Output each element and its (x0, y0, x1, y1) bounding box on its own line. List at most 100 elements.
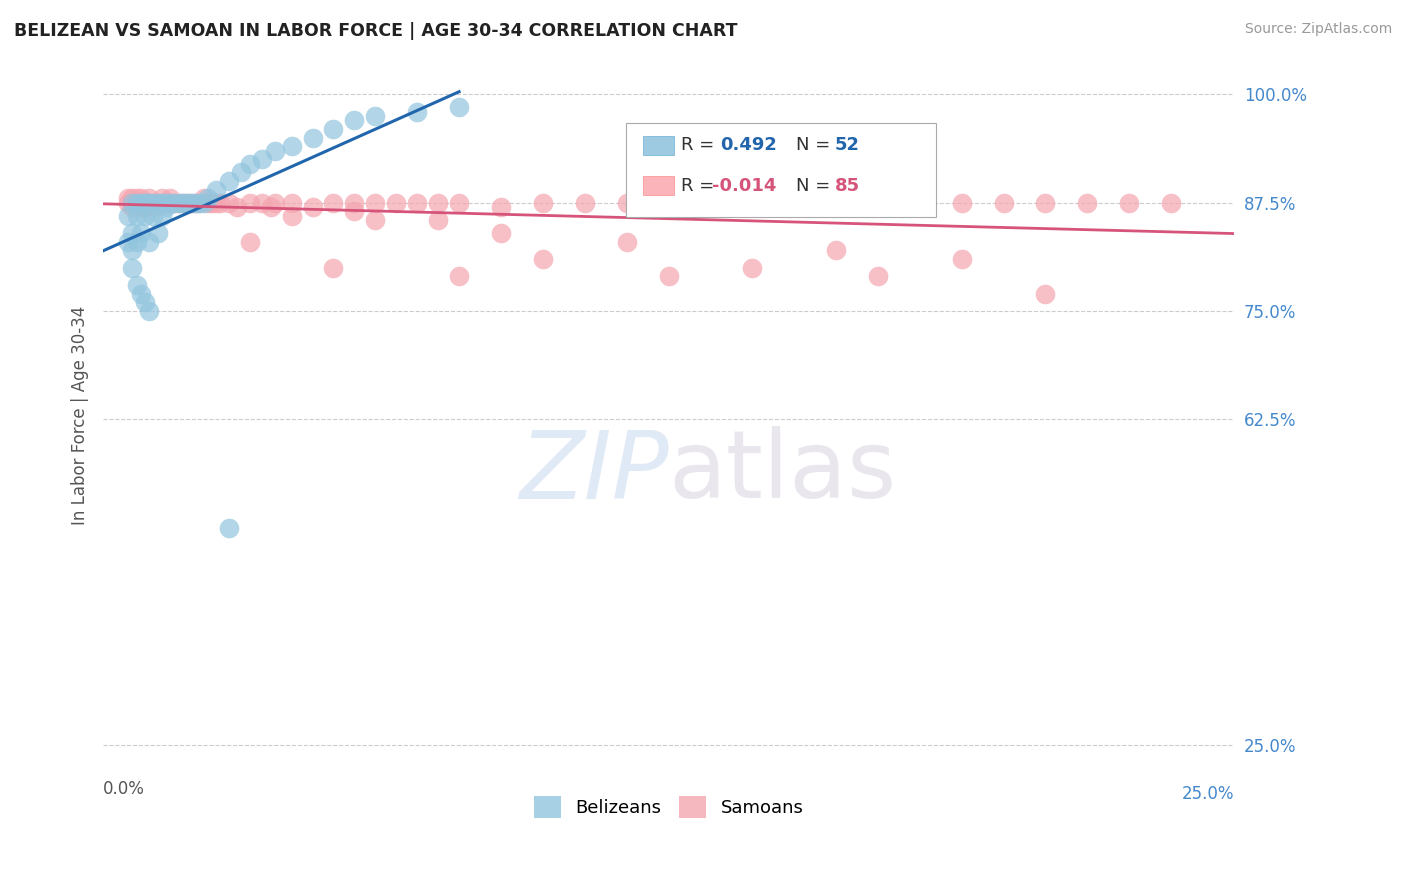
Point (146, 226, 169, 240)
Point (121, 200, 143, 214)
Point (657, 195, 679, 210)
Point (489, 226, 512, 240)
Point (343, 204, 366, 219)
Point (176, 195, 198, 210)
Text: R =: R = (682, 136, 720, 154)
Point (259, 200, 281, 214)
Point (616, 235, 638, 249)
Point (657, 269, 679, 284)
Point (138, 195, 160, 210)
Point (167, 195, 190, 210)
Point (699, 195, 721, 210)
Point (343, 195, 366, 210)
Point (531, 252, 554, 266)
Point (741, 195, 763, 210)
Point (155, 200, 177, 214)
Point (155, 195, 177, 210)
Point (138, 191, 160, 205)
Point (142, 195, 165, 210)
Text: N =: N = (796, 136, 837, 154)
Point (172, 195, 194, 210)
Point (489, 200, 512, 214)
Point (129, 191, 152, 205)
Point (180, 195, 202, 210)
Point (172, 195, 194, 210)
Point (201, 195, 224, 210)
Text: 25.0%: 25.0% (1181, 785, 1234, 803)
Point (427, 195, 450, 210)
Text: R =: R = (682, 177, 720, 194)
Text: BELIZEAN VS SAMOAN IN LABOR FORCE | AGE 30-34 CORRELATION CHART: BELIZEAN VS SAMOAN IN LABOR FORCE | AGE … (14, 22, 738, 40)
Point (134, 195, 156, 210)
Text: 0.492: 0.492 (721, 136, 778, 154)
Point (129, 226, 152, 240)
Text: -0.014: -0.014 (713, 177, 776, 194)
Point (134, 209, 156, 223)
Point (159, 195, 181, 210)
Point (364, 109, 387, 123)
Point (231, 165, 253, 179)
Point (134, 195, 156, 210)
Point (280, 195, 302, 210)
Point (1035, 286, 1057, 301)
Point (449, 195, 471, 210)
Point (239, 235, 262, 249)
Point (125, 191, 148, 205)
Point (150, 195, 173, 210)
Point (184, 195, 207, 210)
Point (574, 195, 596, 210)
Point (252, 195, 274, 210)
Point (125, 195, 148, 210)
Text: 52: 52 (835, 136, 859, 154)
Point (364, 213, 387, 227)
Point (193, 191, 215, 205)
Text: Source: ZipAtlas.com: Source: ZipAtlas.com (1244, 22, 1392, 37)
Point (406, 104, 429, 119)
Point (142, 200, 165, 214)
Point (176, 195, 198, 210)
Point (155, 195, 177, 210)
Point (117, 191, 139, 205)
Point (134, 295, 156, 310)
Point (129, 200, 152, 214)
Point (121, 260, 143, 275)
Point (138, 235, 160, 249)
Point (197, 195, 219, 210)
Point (117, 195, 139, 210)
Point (121, 226, 143, 240)
Point (129, 286, 152, 301)
Point (193, 195, 215, 210)
Point (142, 195, 165, 210)
Point (150, 195, 173, 210)
Point (155, 195, 177, 210)
Point (825, 244, 848, 258)
Text: N =: N = (796, 177, 837, 194)
Point (205, 195, 228, 210)
Point (125, 209, 148, 223)
Point (150, 209, 173, 223)
Point (121, 195, 143, 210)
Point (218, 174, 240, 188)
Point (125, 235, 148, 249)
Point (950, 195, 973, 210)
Point (121, 191, 143, 205)
Point (125, 278, 148, 293)
Point (1035, 195, 1057, 210)
Point (218, 521, 240, 535)
Point (218, 195, 240, 210)
Point (163, 195, 186, 210)
Point (783, 200, 806, 214)
Point (150, 191, 173, 205)
Point (1118, 195, 1140, 210)
Point (616, 195, 638, 210)
Point (226, 200, 249, 214)
Point (138, 304, 160, 318)
Point (322, 195, 344, 210)
Point (134, 200, 156, 214)
Point (825, 195, 848, 210)
Point (343, 113, 366, 128)
Point (121, 244, 143, 258)
Point (197, 191, 219, 205)
Text: ZIP: ZIP (519, 426, 668, 517)
Point (239, 195, 262, 210)
